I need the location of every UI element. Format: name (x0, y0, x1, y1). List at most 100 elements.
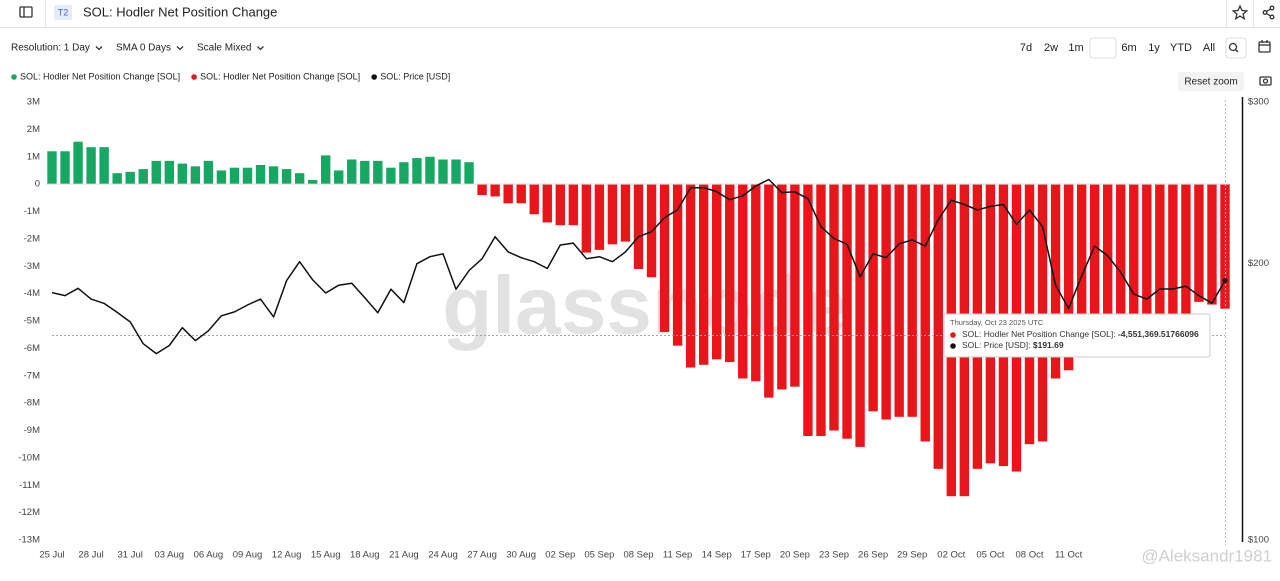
y2ticks-label: $200 (1248, 258, 1269, 269)
yticks-label: -12M (18, 507, 40, 518)
x-tick-label: 02 Sep (545, 550, 575, 561)
bar (1116, 184, 1126, 316)
bar (1168, 184, 1178, 316)
x-tick-label: 26 Sep (858, 550, 888, 561)
bar (1194, 184, 1204, 302)
bar (386, 167, 396, 185)
range-button[interactable]: All (1203, 42, 1215, 54)
favorite-button[interactable] (1231, 4, 1249, 21)
tooltip-date: Thursday, Oct 23 2025 UTC (950, 318, 1044, 327)
yticks-label: -8M (24, 398, 40, 409)
x-tick-label: 05 Oct (976, 550, 1004, 561)
control-dropdown[interactable]: SMA 0 Days (116, 43, 171, 54)
tier-badge-bg (54, 5, 72, 20)
bar (47, 151, 57, 185)
bar (764, 184, 774, 398)
x-tick-label: 21 Aug (389, 550, 419, 561)
bar (1155, 184, 1165, 316)
legend-label[interactable]: SOL: Price [USD] (380, 71, 450, 81)
x-tick-label: 02 Oct (937, 550, 965, 561)
tooltip-value: -4,551,369.51766096 (1118, 329, 1199, 339)
bar (373, 160, 383, 185)
range-button[interactable]: 2w (1044, 42, 1058, 54)
yticks-label: -6M (24, 343, 40, 354)
tooltip: Thursday, Oct 23 2025 UTC SOL: Hodler Ne… (943, 313, 1211, 358)
bar (790, 184, 800, 387)
bar (1181, 184, 1191, 316)
bar (86, 147, 96, 185)
legend-marker (191, 74, 197, 80)
bar (568, 184, 579, 226)
range-button[interactable]: 6m (1121, 42, 1136, 54)
tooltip-row: SOL: Hodler Net Position Change [SOL]: -… (962, 329, 1199, 339)
page-title: SOL: Hodler Net Position Change (83, 4, 277, 19)
bar (438, 159, 448, 185)
x-tick-label: 08 Sep (623, 550, 653, 561)
x-tick-label: 23 Sep (819, 550, 849, 561)
share-button[interactable] (1262, 5, 1275, 20)
x-tick-label: 29 Sep (897, 550, 927, 561)
bar (842, 184, 852, 439)
bar (555, 184, 565, 226)
tooltip-row: SOL: Price [USD]: $191.69 (962, 340, 1064, 350)
tooltip-label: SOL: Hodler Net Position Change [SOL]: (962, 329, 1118, 339)
bar (294, 173, 305, 185)
bar (477, 184, 487, 196)
legend-marker (371, 74, 377, 80)
range-button[interactable]: YTD (1170, 42, 1192, 54)
dropdown-caret[interactable] (176, 46, 184, 51)
x-tick-label: 08 Oct (1016, 550, 1044, 561)
range-button[interactable]: 7d (1020, 42, 1032, 54)
watermark: glassnode (442, 261, 848, 352)
x-tick-label: 24 Aug (428, 550, 458, 561)
bar (464, 162, 474, 185)
reset-zoom-button[interactable] (1178, 72, 1244, 91)
range-button[interactable]: 1m (1068, 42, 1083, 54)
sidebar-toggle[interactable] (19, 6, 33, 18)
yticks-label: -1M (24, 206, 40, 217)
tooltip-box (943, 313, 1211, 358)
bar (399, 162, 409, 185)
control-dropdown[interactable]: Scale Mixed (197, 43, 251, 54)
bar (255, 164, 266, 185)
x-tick-label: 12 Aug (272, 550, 302, 561)
yticks-label: -4M (24, 288, 40, 299)
calendar-button[interactable] (1258, 40, 1271, 53)
y2ticks-label: $100 (1248, 535, 1269, 546)
bar (894, 184, 904, 417)
yticks-label: -10M (18, 452, 40, 463)
yticks-label: 3M (27, 97, 40, 108)
y2ticks-label: $300 (1248, 97, 1269, 108)
bar (451, 159, 461, 185)
bar (881, 184, 891, 420)
dropdown-caret[interactable] (256, 46, 264, 51)
tooltip-value: $191.69 (1033, 340, 1064, 350)
bar (503, 184, 513, 204)
zoom-search[interactable] (1228, 42, 1239, 53)
tooltip-label: SOL: Price [USD]: (962, 340, 1033, 350)
reset-zoom-label[interactable]: Reset zoom (1184, 77, 1237, 88)
bar (425, 156, 435, 185)
range-button[interactable]: 1y (1148, 42, 1160, 54)
legend-label[interactable]: SOL: Hodler Net Position Change [SOL] (20, 71, 180, 81)
bar (685, 184, 696, 368)
x-tick-label: 09 Aug (233, 550, 263, 561)
legend-label[interactable]: SOL: Hodler Net Position Change [SOL] (200, 71, 360, 81)
bar (490, 184, 500, 197)
bar (190, 166, 201, 185)
credit-watermark: @Aleksandr1981 (1141, 546, 1272, 565)
control-dropdown[interactable]: Resolution: 1 Day (11, 43, 90, 54)
screenshot-button[interactable] (1259, 76, 1272, 86)
yticks-label: -7M (24, 370, 40, 381)
bar (99, 147, 109, 185)
bar (347, 159, 357, 185)
x-tick-label: 11 Oct (1055, 550, 1083, 561)
bar (581, 184, 592, 253)
dropdown-caret[interactable] (95, 46, 103, 51)
x-tick-label: 18 Aug (350, 550, 380, 561)
bar (216, 170, 227, 185)
bar (607, 184, 618, 245)
bar (907, 184, 917, 417)
bar (164, 160, 174, 185)
